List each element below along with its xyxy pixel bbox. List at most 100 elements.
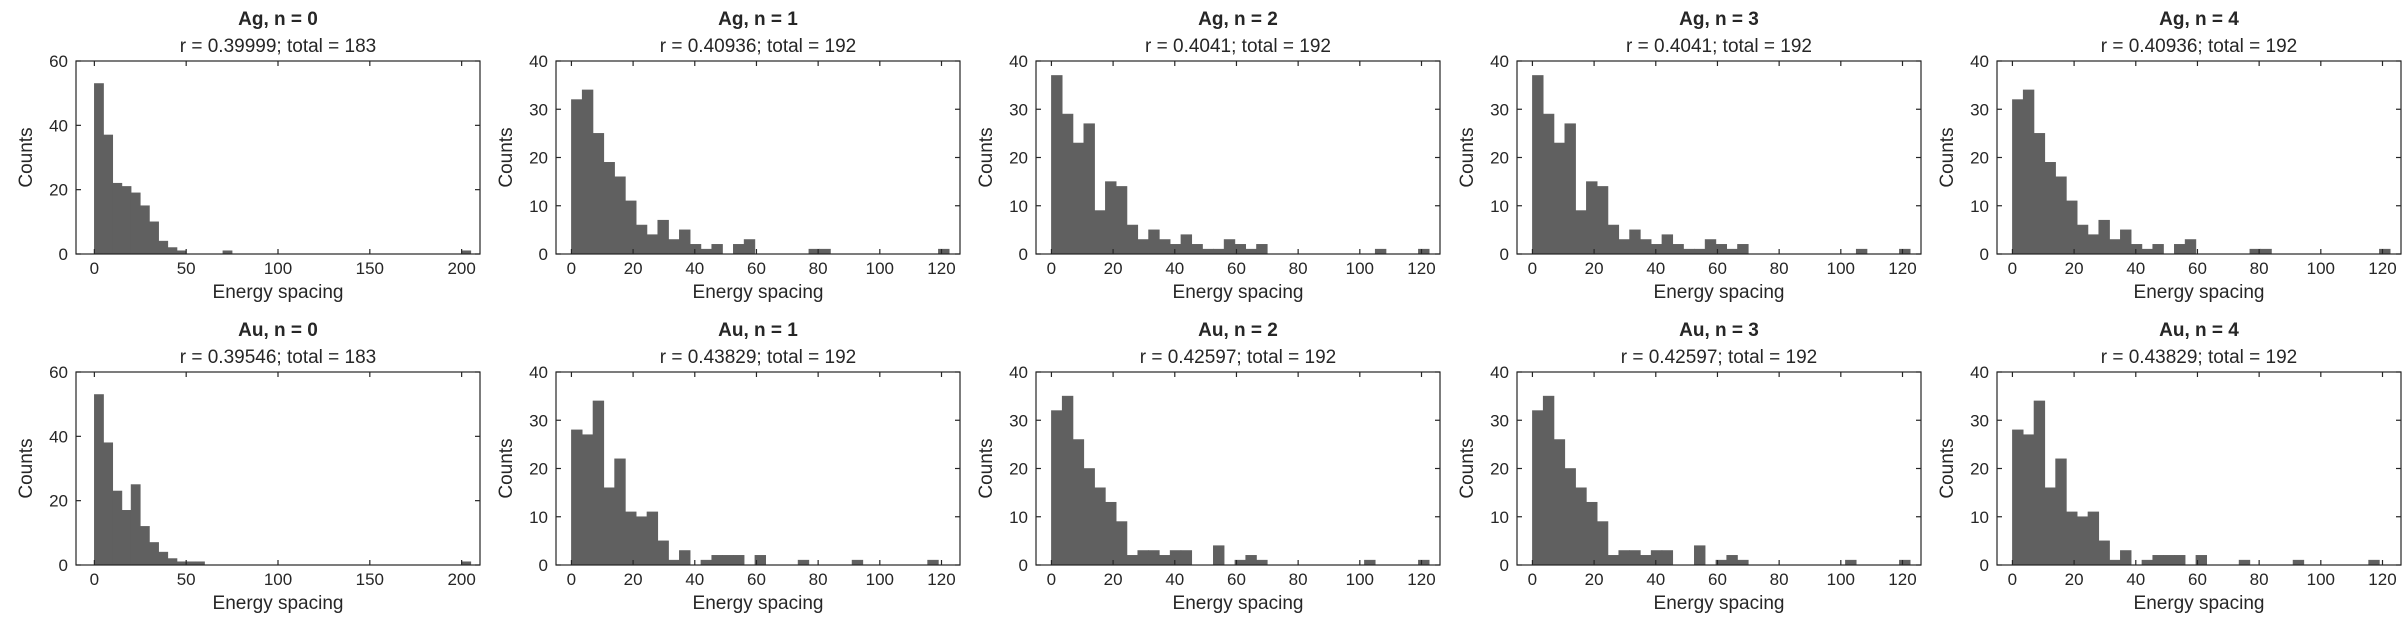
histogram-bar: [1553, 439, 1566, 566]
y-tick-label: 10: [1970, 508, 1989, 527]
histogram-bar: [1126, 555, 1139, 566]
histogram-bar: [2098, 219, 2110, 255]
y-tick-label: 40: [1009, 363, 1028, 382]
chart-title: Au, n = 3: [1679, 320, 1759, 341]
chart-title: Au, n = 4: [2159, 320, 2239, 341]
histogram-bar: [1213, 248, 1225, 255]
histogram-bar: [592, 400, 605, 566]
histogram-bar: [733, 244, 745, 255]
y-tick-label: 0: [1019, 245, 1028, 264]
x-tick-label: 60: [747, 259, 766, 278]
histogram-bar: [94, 394, 104, 566]
histogram-bar: [167, 558, 178, 566]
y-tick-label: 10: [1009, 508, 1028, 527]
histogram-bar: [1364, 559, 1376, 566]
y-tick-label: 10: [1970, 197, 1989, 216]
histogram-bar: [689, 244, 702, 255]
chart-subtitle: r = 0.43829; total = 192: [2101, 347, 2298, 368]
y-tick-label: 10: [1490, 508, 1509, 527]
chart-subtitle: r = 0.4041; total = 192: [1145, 36, 1331, 57]
x-tick-label: 40: [685, 259, 704, 278]
histogram-bar: [1105, 501, 1117, 566]
histogram-bar: [2066, 200, 2078, 255]
x-tick-label: 20: [624, 570, 643, 589]
histogram-bar: [139, 526, 150, 566]
x-tick-label: 120: [1888, 259, 1916, 278]
histogram-bar: [2120, 550, 2132, 566]
x-tick-label: 60: [747, 570, 766, 589]
histogram-bar: [1564, 123, 1576, 255]
histogram-bar: [2120, 229, 2132, 255]
histogram-bar: [700, 559, 713, 566]
x-tick-label: 0: [1047, 570, 1056, 589]
x-tick-label: 120: [927, 259, 955, 278]
x-axis-label: Energy spacing: [693, 282, 824, 303]
histogram-bar: [1672, 244, 1684, 255]
histogram-bar: [1553, 142, 1566, 255]
histogram-bar: [1542, 395, 1555, 566]
histogram-bar: [1072, 439, 1085, 566]
x-axis-label: Energy spacing: [1654, 282, 1785, 303]
histogram-bar: [2174, 244, 2186, 255]
histogram-bar: [121, 510, 132, 566]
histogram-bar: [1051, 75, 1063, 255]
histogram-bar: [1094, 210, 1106, 255]
histogram-bar: [733, 555, 745, 566]
histogram-bar: [927, 559, 939, 566]
y-axis-label: Counts: [1457, 438, 1478, 498]
y-axis-label: Counts: [1937, 127, 1958, 187]
x-tick-label: 120: [2368, 259, 2396, 278]
x-axis-label: Energy spacing: [2134, 282, 2265, 303]
histogram-bar: [2022, 89, 2035, 255]
chart-subtitle: r = 0.4041; total = 192: [1626, 36, 1812, 57]
histogram-bar: [1051, 410, 1063, 566]
x-tick-label: 20: [624, 259, 643, 278]
x-tick-label: 0: [1528, 570, 1537, 589]
x-tick-label: 60: [1227, 570, 1246, 589]
x-tick-label: 40: [685, 570, 704, 589]
y-tick-label: 0: [539, 556, 548, 575]
histogram-bar: [1137, 550, 1149, 566]
histogram-bar: [2022, 434, 2035, 566]
histogram-bar: [130, 484, 141, 566]
x-tick-label: 0: [1047, 259, 1056, 278]
histogram-bar: [2076, 224, 2089, 255]
y-tick-label: 0: [539, 245, 548, 264]
x-tick-label: 150: [356, 259, 384, 278]
x-tick-label: 120: [2368, 570, 2396, 589]
y-tick-label: 40: [1490, 363, 1509, 382]
chart-subtitle: r = 0.43829; total = 192: [660, 347, 857, 368]
x-tick-label: 0: [90, 570, 99, 589]
y-tick-label: 60: [49, 363, 68, 382]
histogram-bar: [635, 516, 648, 566]
histogram-bar: [1223, 239, 1236, 255]
y-axis-label: Counts: [976, 438, 997, 498]
histogram-bar: [1418, 248, 1430, 255]
histogram-bar: [2109, 239, 2121, 255]
chart-subtitle: r = 0.39546; total = 183: [180, 347, 377, 368]
x-tick-label: 20: [1104, 259, 1123, 278]
histogram-bar: [1105, 181, 1117, 255]
x-axis-label: Energy spacing: [1173, 593, 1304, 614]
y-tick-label: 0: [1500, 245, 1509, 264]
x-tick-label: 0: [567, 570, 576, 589]
y-axis-label: Counts: [496, 438, 517, 498]
histogram-bar: [1737, 559, 1749, 566]
x-tick-label: 100: [2307, 259, 2335, 278]
histogram-bar: [1159, 239, 1171, 255]
x-tick-label: 200: [447, 570, 475, 589]
y-tick-label: 20: [49, 492, 68, 511]
y-tick-label: 20: [1490, 149, 1509, 168]
histogram-bar: [1596, 521, 1609, 566]
histogram-bar: [2055, 176, 2067, 255]
histogram-bar: [112, 182, 123, 255]
histogram-bar: [1245, 555, 1257, 566]
chart-subtitle: r = 0.40936; total = 192: [2101, 36, 2298, 57]
y-tick-label: 20: [1009, 149, 1028, 168]
histogram-panel-1-5: 0 20 40 60 80 100 120 0 10 20 30 40 Ag, n = 4 r = 0.4…: [1937, 9, 2402, 303]
histogram-bar: [1180, 550, 1193, 566]
histogram-bar: [1094, 487, 1106, 566]
x-tick-label: 120: [1407, 259, 1435, 278]
y-tick-label: 40: [529, 363, 548, 382]
histogram-bar: [2152, 244, 2164, 255]
